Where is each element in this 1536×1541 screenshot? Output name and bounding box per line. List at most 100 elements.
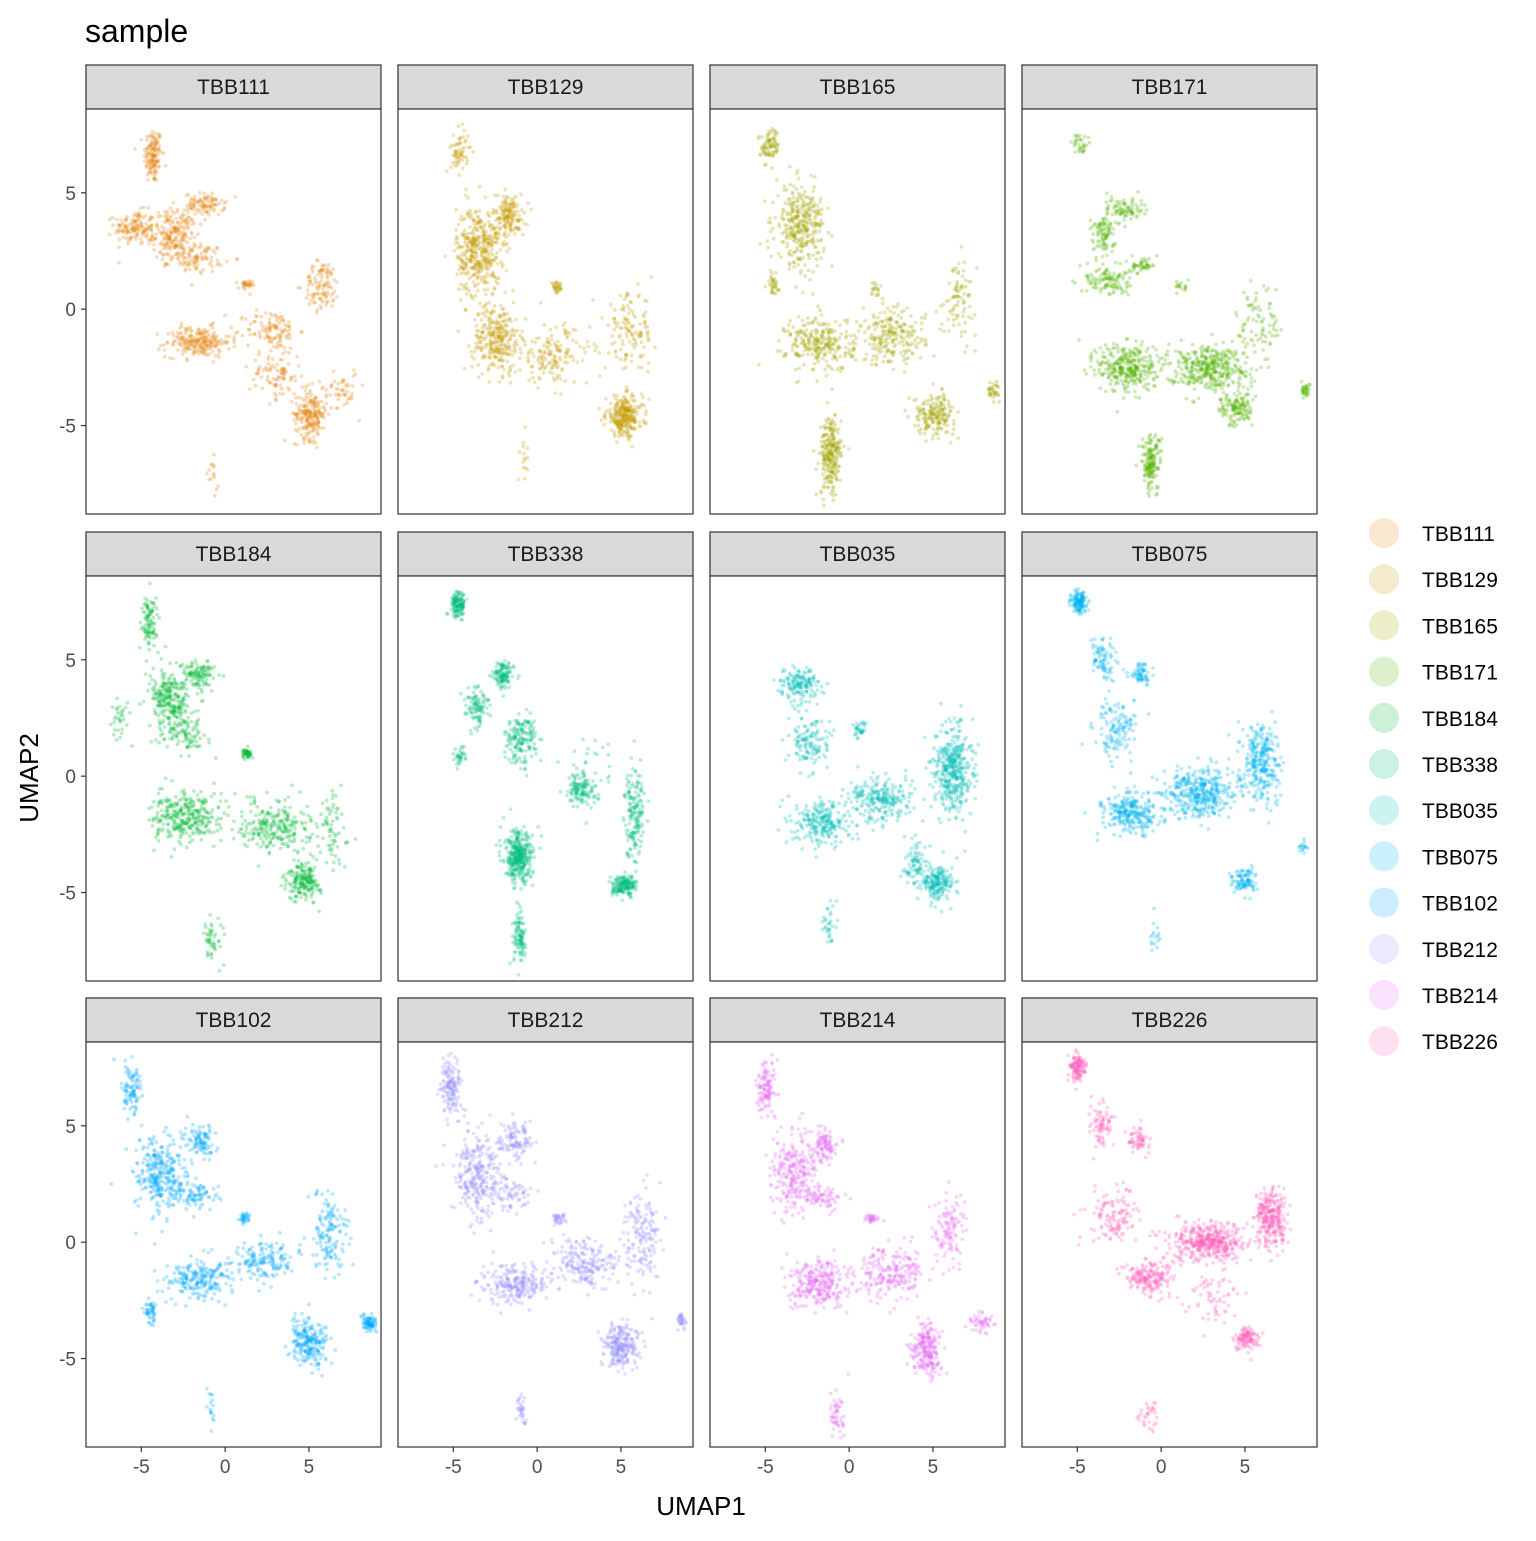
data-point: [172, 334, 176, 338]
data-point: [827, 418, 831, 422]
data-point: [179, 341, 183, 345]
data-point: [1086, 262, 1090, 266]
data-point: [969, 280, 973, 284]
data-point: [937, 437, 941, 441]
data-point: [788, 165, 792, 169]
data-point: [758, 153, 762, 157]
data-point: [496, 194, 500, 198]
data-point: [625, 293, 629, 297]
data-point: [627, 311, 631, 315]
data-point: [646, 370, 650, 374]
data-point: [522, 441, 526, 445]
data-point: [920, 321, 924, 325]
data-point: [597, 351, 601, 355]
data-point: [924, 313, 928, 317]
data-point: [947, 329, 951, 333]
data-point: [1077, 338, 1081, 342]
data-point: [613, 328, 617, 332]
data-point: [483, 278, 487, 282]
data-point: [155, 332, 159, 336]
data-point: [549, 334, 553, 338]
facet-strip-label: TBB111: [197, 76, 270, 99]
data-point: [788, 319, 792, 323]
data-point: [791, 348, 795, 352]
data-point: [300, 417, 304, 421]
data-point: [274, 315, 278, 319]
data-point: [482, 331, 486, 335]
data-point: [462, 129, 466, 133]
data-point: [188, 254, 192, 258]
data-point: [827, 231, 831, 235]
data-point: [482, 228, 486, 232]
data-point: [881, 330, 885, 334]
data-point: [207, 213, 211, 217]
data-point: [257, 353, 261, 357]
data-point: [1111, 284, 1115, 288]
data-point: [806, 321, 810, 325]
data-point: [458, 257, 462, 261]
data-point: [350, 392, 354, 396]
data-point: [309, 389, 313, 393]
data-point: [146, 173, 150, 177]
data-point: [521, 460, 525, 464]
data-point: [125, 225, 129, 229]
data-point: [524, 466, 528, 470]
data-point: [586, 340, 590, 344]
data-point: [1102, 271, 1106, 275]
data-point: [797, 177, 801, 181]
data-point: [951, 313, 955, 317]
data-point: [306, 417, 310, 421]
data-point: [757, 363, 761, 367]
data-point: [523, 477, 527, 481]
data-point: [886, 359, 890, 363]
data-point: [548, 353, 552, 357]
data-point: [509, 381, 513, 385]
data-point: [776, 349, 780, 353]
data-point: [124, 236, 128, 240]
data-point: [450, 143, 454, 147]
data-point: [911, 352, 915, 356]
data-point: [870, 363, 874, 367]
data-point: [503, 329, 507, 333]
data-point: [770, 289, 774, 293]
data-point: [1145, 262, 1149, 266]
data-point: [506, 339, 510, 343]
data-point: [154, 132, 158, 136]
data-point: [475, 245, 479, 249]
data-point: [870, 333, 874, 337]
data-point: [625, 335, 629, 339]
data-point: [826, 480, 830, 484]
data-point: [498, 313, 502, 317]
data-point: [1143, 212, 1147, 216]
data-point: [802, 219, 806, 223]
data-point: [963, 292, 967, 296]
data-point: [948, 409, 952, 413]
data-point: [200, 207, 204, 211]
data-point: [260, 375, 264, 379]
data-point: [235, 281, 239, 285]
data-point: [464, 188, 468, 192]
data-point: [914, 321, 918, 325]
data-point: [498, 217, 502, 221]
data-point: [804, 334, 808, 338]
data-point: [202, 340, 206, 344]
data-point: [511, 289, 515, 293]
data-point: [1089, 273, 1093, 277]
data-point: [632, 346, 636, 350]
data-point: [1138, 210, 1142, 214]
data-point: [526, 360, 530, 364]
data-point: [811, 342, 815, 346]
data-point: [784, 352, 788, 356]
data-point: [1094, 259, 1098, 263]
data-point: [130, 227, 134, 231]
data-point: [339, 394, 343, 398]
data-point: [198, 210, 202, 214]
data-point: [777, 339, 781, 343]
data-point: [822, 485, 826, 489]
data-point: [836, 470, 840, 474]
data-point: [301, 426, 305, 430]
data-point: [490, 248, 494, 252]
data-point: [476, 221, 480, 225]
data-point: [468, 289, 472, 293]
data-point: [1087, 280, 1091, 284]
